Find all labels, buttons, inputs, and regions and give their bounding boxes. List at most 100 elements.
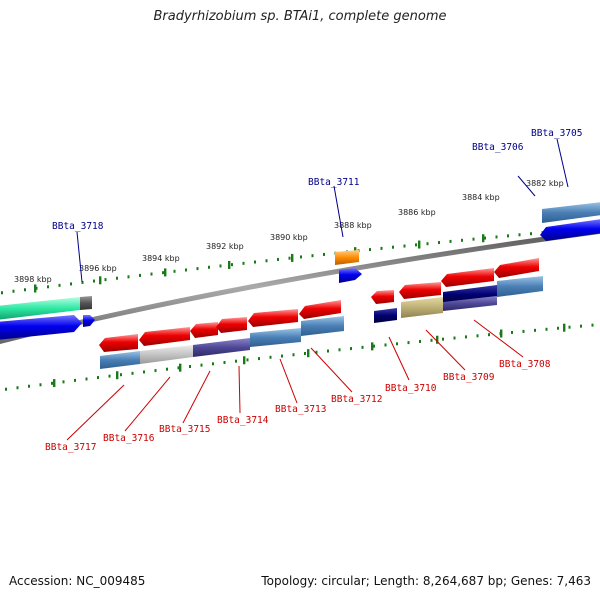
leader-line: [124, 376, 171, 432]
kbp-label: 3896 kbp: [79, 264, 117, 273]
minor-tick: [507, 234, 509, 238]
gene-label-bbta_3714: BBta_3714: [217, 415, 269, 426]
minor-tick: [407, 341, 410, 345]
feature-bar-steel-3: [301, 316, 344, 336]
gene-arrow-blue-right: [540, 219, 600, 241]
minor-tick: [116, 276, 118, 280]
major-tick: [563, 323, 566, 332]
major-tick: [99, 276, 102, 285]
minor-tick: [51, 381, 53, 385]
minor-tick: [231, 263, 233, 267]
feature-bar-steel-1: [100, 351, 140, 369]
minor-tick: [93, 279, 95, 283]
minor-tick: [426, 242, 429, 246]
gene-label-bbta_3717: BBta_3717: [45, 442, 96, 453]
genome-title: Bradyrhizobium sp. BTAi1, complete genom…: [153, 9, 447, 24]
minor-tick: [143, 370, 145, 374]
minor-tick: [269, 355, 272, 359]
minor-tick: [81, 280, 84, 284]
minor-tick: [511, 330, 513, 334]
major-tick: [228, 260, 231, 269]
major-tick: [291, 253, 294, 262]
major-tick: [179, 363, 182, 372]
minor-tick: [557, 326, 559, 330]
minor-tick: [74, 378, 76, 382]
gene-arrow-red-3712: [299, 300, 341, 319]
minor-tick: [28, 384, 30, 388]
minor-tick: [235, 359, 237, 363]
gene-label-bbta_3713: BBta_3713: [275, 404, 326, 415]
topology-text: Topology: circular; Length: 8,264,687 bp…: [261, 574, 591, 588]
minor-tick: [265, 259, 268, 263]
gene-arrow-red-3708: [494, 258, 539, 278]
minor-tick: [488, 333, 490, 337]
minor-tick: [1, 291, 3, 295]
minor-tick: [223, 360, 226, 364]
minor-tick: [177, 366, 180, 370]
minor-tick: [150, 272, 153, 276]
minor-tick: [288, 256, 291, 260]
minor-tick: [97, 376, 99, 380]
gene-label-bbta_3710: BBta_3710: [385, 383, 437, 394]
reverse-gene-track: [99, 258, 543, 369]
gene-arrow-blue-3711: [339, 268, 362, 283]
kbp-scale-labels: 3898 kbp 3896 kbp 3894 kbp 3892 kbp 3890 kbp…: [14, 179, 564, 284]
gene-arrow-red-3717: [99, 334, 138, 352]
gene-label-bbta_3712: BBta_3712: [331, 394, 382, 405]
major-tick: [482, 234, 485, 243]
minor-tick: [242, 261, 245, 265]
minor-tick: [534, 328, 536, 332]
minor-tick: [258, 357, 260, 361]
minor-tick: [185, 268, 187, 272]
minor-tick: [277, 257, 279, 261]
major-tick: [371, 342, 374, 351]
feature-bar-grey: [140, 345, 193, 364]
kbp-label: 3892 kbp: [206, 242, 244, 251]
minor-tick: [530, 232, 532, 236]
leader-line: [238, 365, 241, 414]
leader-line: [425, 329, 466, 371]
gene-label-bbta_3708: BBta_3708: [499, 359, 551, 370]
leader-line: [310, 347, 353, 393]
minor-tick: [311, 254, 314, 258]
leader-line: [279, 358, 298, 404]
feature-bar-navy-2: [443, 285, 497, 304]
gene-label-bbta_3705: BBta_3705: [531, 128, 582, 139]
minor-tick: [304, 351, 306, 355]
leader-line: [473, 319, 524, 358]
minor-tick: [292, 353, 295, 357]
minor-tick: [104, 278, 107, 282]
feature-bar-steel-4: [497, 276, 543, 297]
gene-bar-orange: [335, 250, 359, 265]
minor-tick: [35, 286, 38, 290]
minor-tick: [476, 334, 479, 338]
minor-tick: [568, 325, 571, 329]
minor-tick: [484, 236, 486, 240]
minor-tick: [58, 283, 61, 287]
minor-tick: [189, 364, 191, 368]
gene-bar-green: [0, 297, 80, 320]
major-tick: [500, 329, 503, 338]
minor-tick: [62, 380, 65, 384]
gene-arrow-red-3709b: [441, 268, 494, 287]
minor-tick: [369, 248, 371, 252]
gene-arrow-red-3716: [139, 327, 190, 346]
minor-tick: [453, 336, 456, 340]
minor-tick: [12, 289, 15, 293]
forward-gene-track: [0, 202, 600, 340]
minor-tick: [5, 387, 7, 391]
kbp-label: 3894 kbp: [142, 254, 180, 263]
major-tick: [307, 349, 310, 358]
minor-tick: [327, 349, 329, 353]
gene-labels: BBta_3718 BBta_3711 BBta_3706 BBta_3705 BBta…: [45, 128, 582, 453]
minor-tick: [415, 243, 417, 247]
leader-line: [333, 185, 344, 238]
minor-tick: [200, 363, 203, 367]
feature-bar-navy-1: [374, 308, 397, 323]
minor-tick: [139, 273, 141, 277]
accession-text: Accession: NC_009485: [9, 574, 146, 588]
minor-tick: [472, 237, 475, 241]
major-tick: [243, 356, 246, 365]
minor-tick: [300, 255, 302, 259]
